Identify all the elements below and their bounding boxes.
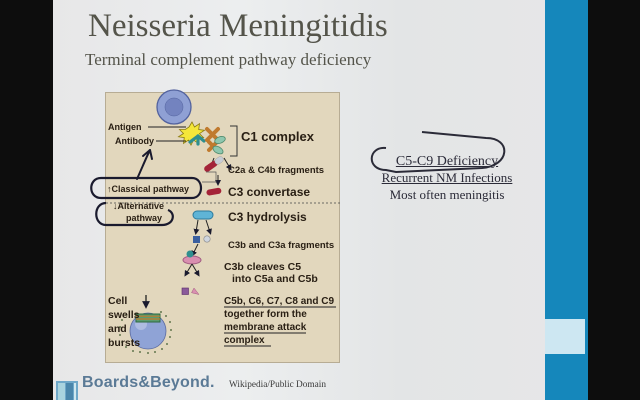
svg-text:bursts: bursts xyxy=(108,337,140,349)
svg-text:C3b cleaves C5: C3b cleaves C5 xyxy=(224,261,301,273)
svg-text:↓Alternative: ↓Alternative xyxy=(113,201,164,211)
svg-text:↑Classical pathway: ↑Classical pathway xyxy=(107,184,189,194)
svg-text:complex: complex xyxy=(224,335,265,346)
svg-text:C2a & C4b fragments: C2a & C4b fragments xyxy=(228,165,324,176)
svg-text:membrane attack: membrane attack xyxy=(224,322,307,333)
svg-text:C3b and C3a fragments: C3b and C3a fragments xyxy=(228,240,334,251)
svg-text:swells: swells xyxy=(108,309,140,321)
svg-text:C1 complex: C1 complex xyxy=(241,129,315,144)
svg-text:C3 convertase: C3 convertase xyxy=(228,185,310,199)
svg-text:pathway: pathway xyxy=(126,213,162,223)
svg-text:Cell: Cell xyxy=(108,295,127,307)
svg-text:into C5a and C5b: into C5a and C5b xyxy=(232,273,318,285)
svg-text:C5b, C6, C7, C8 and C9: C5b, C6, C7, C8 and C9 xyxy=(224,296,334,307)
svg-text:together form the: together form the xyxy=(224,309,307,320)
svg-text:C3 hydrolysis: C3 hydrolysis xyxy=(228,210,307,224)
svg-text:and: and xyxy=(108,323,127,335)
svg-text:Antibody: Antibody xyxy=(115,136,154,146)
svg-text:Antigen: Antigen xyxy=(108,122,142,132)
